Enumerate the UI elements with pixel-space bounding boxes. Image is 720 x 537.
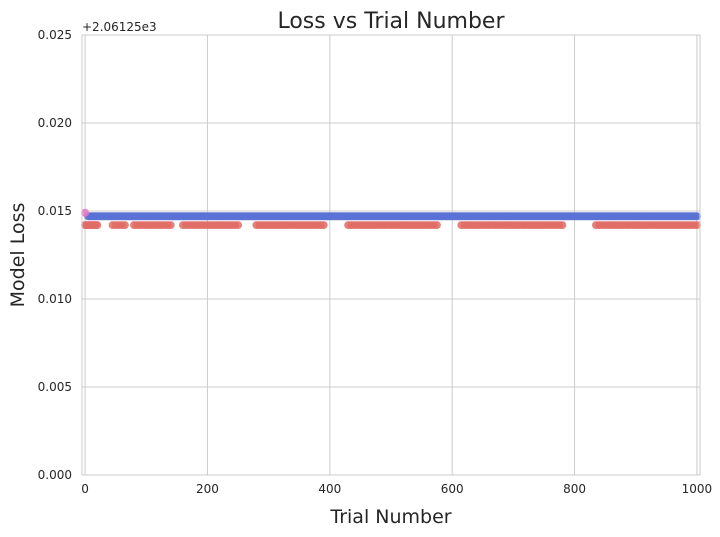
series	[84, 212, 701, 221]
plot-area	[82, 35, 700, 475]
data-point	[319, 221, 328, 230]
x-axis-label: Trial Number	[329, 506, 451, 528]
y-tick-label: 0.025	[38, 28, 72, 42]
y-tick-labels: 0.000 0.005 0.010 0.015 0.020 0.025	[38, 28, 72, 482]
y-offset-text: +2.06125e3	[82, 20, 157, 34]
data-point	[432, 221, 441, 230]
x-tick-label: 800	[563, 482, 586, 496]
y-tick-label: 0.020	[38, 116, 72, 130]
plot-frame	[81, 34, 701, 476]
chart-title: Loss vs Trial Number	[277, 9, 505, 34]
data-point	[692, 212, 701, 221]
x-tick-labels: 0 200 400 600 800 1000	[81, 482, 712, 496]
x-tick-label: 1000	[682, 482, 713, 496]
data-point	[120, 221, 129, 230]
data-point	[81, 208, 90, 217]
y-tick-label: 0.015	[38, 204, 72, 218]
y-tick-label: 0.000	[38, 468, 72, 482]
data-point	[234, 221, 243, 230]
y-tick-label: 0.005	[38, 380, 72, 394]
data-points	[81, 208, 701, 230]
x-tick-label: 600	[441, 482, 464, 496]
x-tick-label: 0	[81, 482, 89, 496]
x-tick-label: 200	[196, 482, 219, 496]
data-point	[558, 221, 567, 230]
y-tick-label: 0.010	[38, 292, 72, 306]
series	[81, 221, 701, 230]
data-point	[166, 221, 175, 230]
y-axis-label: Model Loss	[7, 203, 29, 308]
data-point	[692, 221, 701, 230]
x-tick-label: 400	[318, 482, 341, 496]
data-point	[93, 221, 102, 230]
series	[81, 208, 90, 217]
